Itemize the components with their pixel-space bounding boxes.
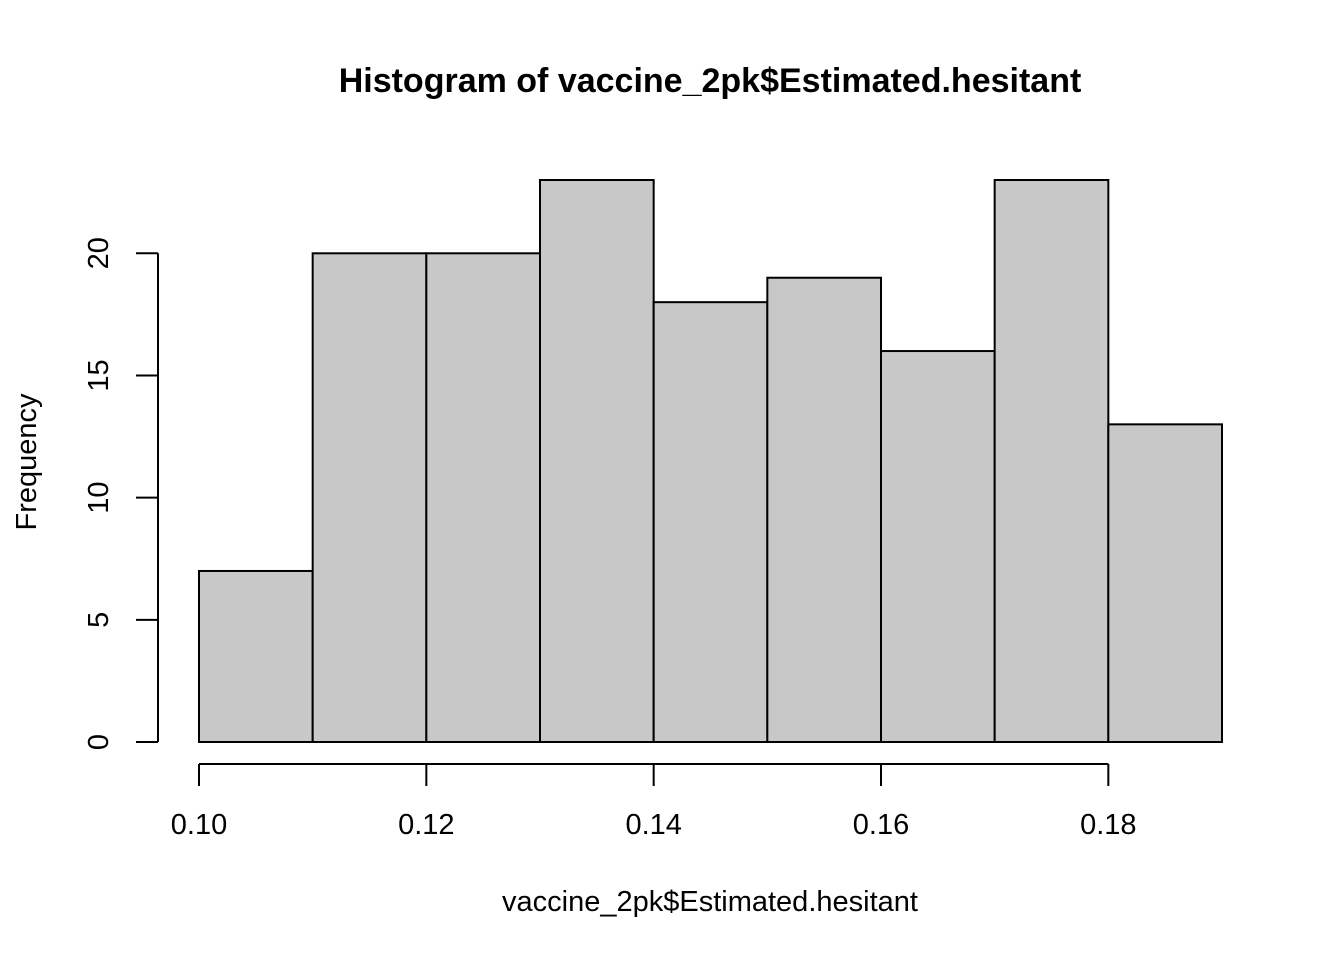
histogram-bar-6 <box>880 350 996 743</box>
x-tick-label-3: 0.16 <box>853 809 909 841</box>
x-tick-label-1: 0.12 <box>398 809 454 841</box>
y-tick-label-4: 20 <box>83 237 115 269</box>
x-axis-title: vaccine_2pk$Estimated.hesitant <box>502 886 918 918</box>
histogram-bar-2 <box>425 252 542 743</box>
x-axis: 0.10 0.12 0.14 0.16 0.18 <box>171 763 1137 841</box>
y-tick-label-2: 10 <box>83 482 115 514</box>
x-tick-label-2: 0.14 <box>625 809 681 841</box>
chart-title: Histogram of vaccine_2pk$Estimated.hesit… <box>339 62 1082 100</box>
y-tick-label-0: 0 <box>83 734 115 750</box>
histogram-bar-8 <box>1107 423 1224 743</box>
histogram-bar-1 <box>311 252 428 743</box>
x-tick-label-0: 0.10 <box>171 809 227 841</box>
bars-group <box>198 179 1224 744</box>
histogram-bar-0 <box>198 569 314 744</box>
histogram-bar-5 <box>766 276 882 743</box>
histogram-bar-7 <box>993 179 1110 743</box>
y-tick-label-1: 5 <box>83 612 115 628</box>
y-tick-label-3: 15 <box>83 359 115 391</box>
histogram-bar-4 <box>652 301 769 743</box>
histogram-bar-3 <box>539 179 655 743</box>
y-axis-title: Frequency <box>11 393 43 531</box>
x-tick-label-4: 0.18 <box>1080 809 1136 841</box>
y-axis: 0 5 10 15 20 <box>83 237 159 750</box>
